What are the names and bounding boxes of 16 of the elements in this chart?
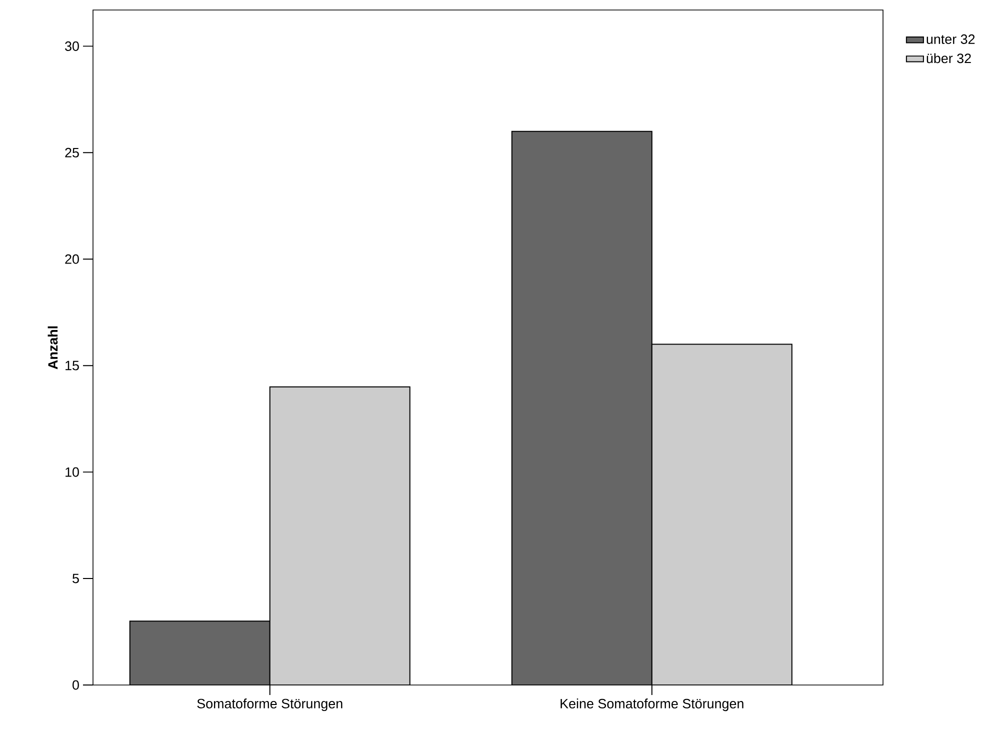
y-tick-label: 30 [65,41,79,51]
bar [129,620,270,685]
bar [511,130,652,685]
y-tick-label: 0 [72,680,79,690]
bar [651,344,792,685]
legend-label: unter 32 [926,34,975,44]
y-tick-label: 20 [65,254,79,264]
bar [269,386,410,685]
y-axis-title: Anzahl [48,326,58,370]
legend-label: über 32 [926,53,971,64]
y-tick-label: 5 [72,574,79,584]
y-tick-label: 25 [65,148,79,158]
x-tick-label: Keine Somatoforme Störungen [560,698,744,712]
x-tick-label: Somatoforme Störungen [197,698,342,712]
y-tick-label: 10 [66,467,79,477]
y-tick-label: 15 [66,360,79,370]
